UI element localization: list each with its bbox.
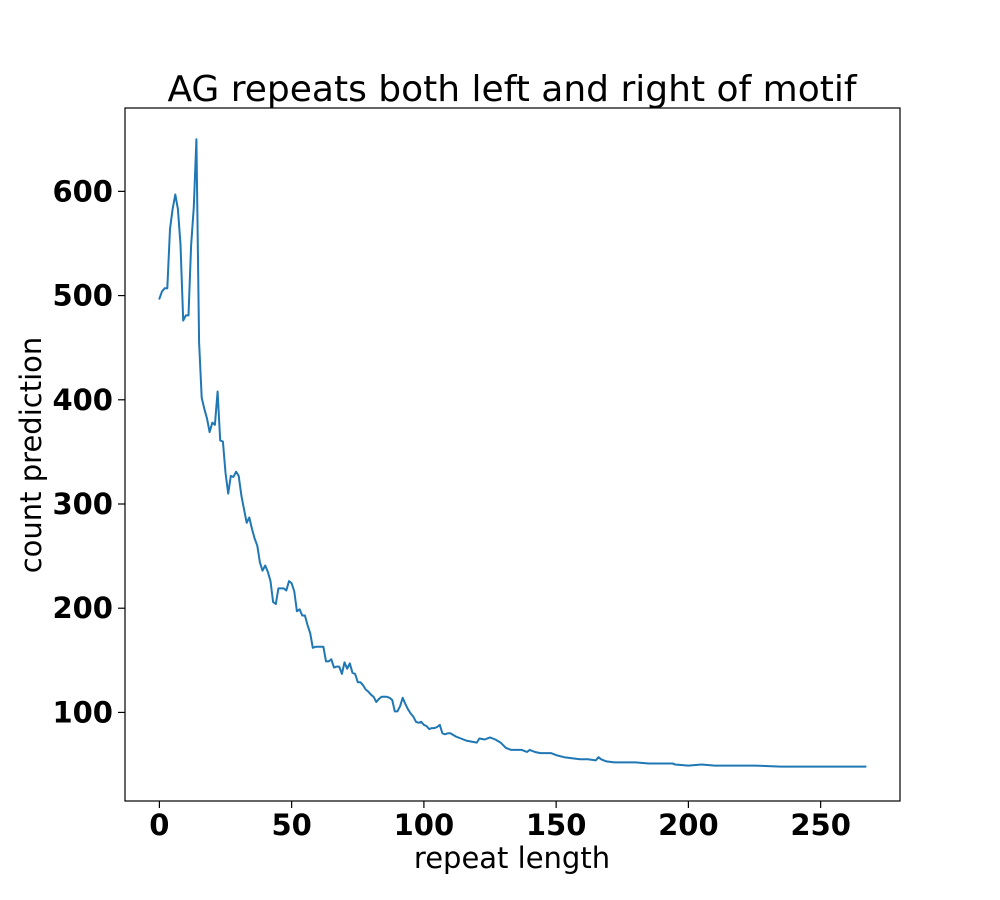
y-tick-label: 300 [52,487,113,521]
y-axis: 100 200 300 400 500 600 [52,174,125,729]
y-tick-label: 200 [52,591,113,625]
x-tick-label: 250 [790,808,851,842]
y-tick-label: 600 [52,174,113,208]
x-tick-label: 100 [394,808,455,842]
plot-area [158,138,867,768]
x-axis-label: repeat length [414,841,610,875]
chart-title: AG repeats both left and right of motif [167,69,857,110]
x-axis: 0 50 100 150 200 250 [149,801,851,842]
y-tick-label: 100 [52,695,113,729]
y-axis-label: count prediction [14,337,48,574]
x-tick-label: 0 [149,808,169,842]
y-tick-label: 400 [52,383,113,417]
x-tick-label: 200 [658,808,719,842]
plot-frame [124,107,901,802]
x-tick-label: 150 [526,808,587,842]
x-tick-label: 50 [271,808,311,842]
series-line [158,138,867,768]
y-tick-label: 500 [52,279,113,313]
